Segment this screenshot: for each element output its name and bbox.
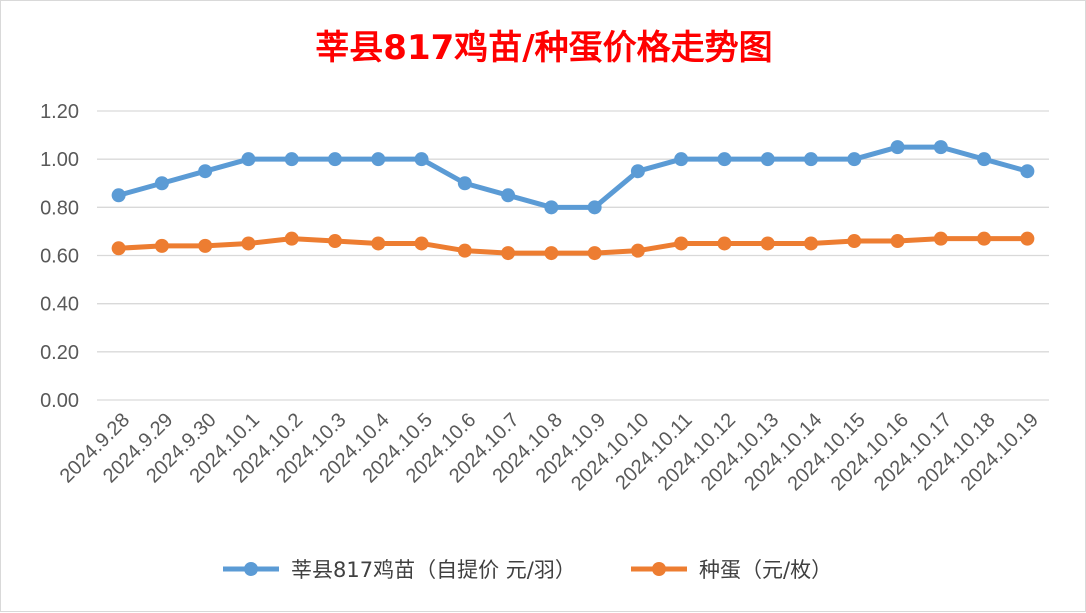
data-point: [717, 152, 732, 167]
data-point: [587, 200, 602, 215]
data-point: [328, 152, 342, 167]
series-1: [111, 140, 1035, 215]
data-point: [760, 236, 775, 251]
y-axis-ticks: 0.00 0.20 0.40 0.60 0.80 1.00 1.20: [40, 101, 79, 412]
data-point: [544, 200, 559, 215]
data-point: [544, 246, 559, 261]
data-point: [933, 140, 948, 155]
data-point: [371, 152, 386, 167]
data-point: [371, 236, 386, 251]
data-point: [198, 164, 213, 179]
data-point: [198, 238, 213, 253]
series-group: [111, 140, 1035, 261]
legend-marker: [652, 562, 666, 576]
data-point: [630, 164, 645, 179]
data-point: [111, 188, 126, 203]
data-point: [890, 140, 905, 155]
data-point: [587, 246, 602, 261]
data-point: [804, 236, 818, 251]
data-point: [154, 238, 169, 253]
data-point: [847, 152, 862, 167]
data-point: [890, 234, 905, 249]
data-point: [241, 236, 256, 251]
data-point: [630, 243, 645, 258]
legend-label: 种蛋（元/枚）: [699, 558, 832, 582]
data-point: [717, 236, 732, 251]
legend-label: 莘县817鸡苗（自提价 元/羽）: [291, 558, 576, 582]
data-point: [977, 152, 992, 167]
series-line: [116, 144, 1030, 210]
data-point: [501, 246, 516, 261]
y-tick-label: 0.00: [40, 390, 79, 412]
legend-item-2: 种蛋（元/枚）: [631, 558, 832, 582]
y-tick-label: 0.80: [40, 197, 79, 219]
legend-item-1: 莘县817鸡苗（自提价 元/羽）: [223, 558, 576, 582]
data-point: [328, 234, 342, 249]
y-tick-label: 0.40: [40, 294, 79, 316]
data-point: [847, 234, 862, 249]
data-point: [111, 241, 126, 256]
data-point: [284, 231, 299, 246]
y-tick-label: 1.20: [40, 101, 79, 123]
y-tick-label: 0.20: [40, 342, 79, 364]
data-point: [457, 243, 472, 258]
legend: 莘县817鸡苗（自提价 元/羽） 种蛋（元/枚）: [223, 558, 832, 582]
data-point: [1020, 164, 1035, 179]
y-tick-label: 1.00: [40, 149, 79, 171]
data-point: [284, 152, 299, 167]
data-point: [933, 231, 948, 246]
data-point: [977, 231, 992, 246]
y-tick-label: 0.60: [40, 246, 79, 268]
data-point: [1020, 231, 1035, 246]
series-line: [116, 236, 1030, 256]
data-point: [457, 176, 472, 191]
data-point: [501, 188, 516, 203]
series-2: [111, 231, 1035, 261]
legend-marker: [244, 562, 258, 576]
data-point: [414, 152, 429, 167]
x-axis-ticks: 2024.9.282024.9.292024.9.302024.10.12024…: [56, 409, 1043, 495]
data-point: [241, 152, 256, 167]
data-point: [414, 236, 429, 251]
chart-title: 莘县817鸡苗/种蛋价格走势图: [315, 28, 772, 68]
data-point: [674, 236, 689, 251]
data-point: [674, 152, 689, 167]
data-point: [154, 176, 169, 191]
data-point: [760, 152, 775, 167]
data-point: [804, 152, 818, 167]
